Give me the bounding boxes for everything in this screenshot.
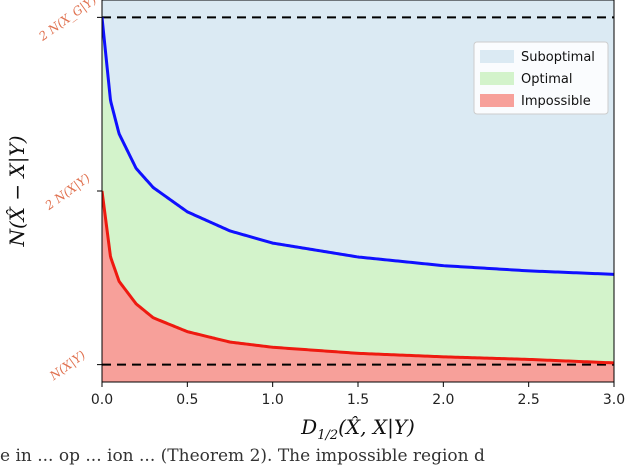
legend-label-suboptimal: Suboptimal [521,50,595,65]
region-optimal [102,17,614,363]
x-tick-label: 1.5 [347,392,369,408]
chart: 0.0 0.5 1.0 1.5 2.0 2.5 3.0 N(X|Y) 2 N(X|Y) 2 N(… [5,0,625,443]
x-axis-title: D1/2(X̂, X|Y) [300,415,415,443]
y-tick-label: N(X|Y) [46,348,88,384]
legend: Suboptimal Optimal Impossible [473,41,609,115]
y-tick-label: 2 N(X|Y) [42,171,93,214]
x-tick-label: 2.0 [432,392,454,408]
legend-label-impossible: Impossible [521,94,591,109]
upper-bound-curve [102,17,614,276]
x-tick-label: 1.0 [262,392,284,408]
legend-label-optimal: Optimal [521,72,572,87]
x-tick-label: 0.5 [176,392,198,408]
legend-swatch-impossible [480,94,514,107]
y-tick-label: 2 N(X_G|Y) [35,0,99,44]
y-axis-title: N(X̂ − X|Y) [5,136,30,248]
lower-bound-curve [102,190,614,365]
x-tick-label: 2.5 [518,392,540,408]
caption-text: e in ... op ... ion ... (Theorem 2). The… [0,446,485,466]
x-tick-label: 0.0 [91,392,113,408]
legend-swatch-suboptimal [480,50,514,63]
legend-swatch-optimal [480,72,514,85]
x-tick-label: 3.0 [603,392,625,408]
region-impossible [102,191,614,382]
